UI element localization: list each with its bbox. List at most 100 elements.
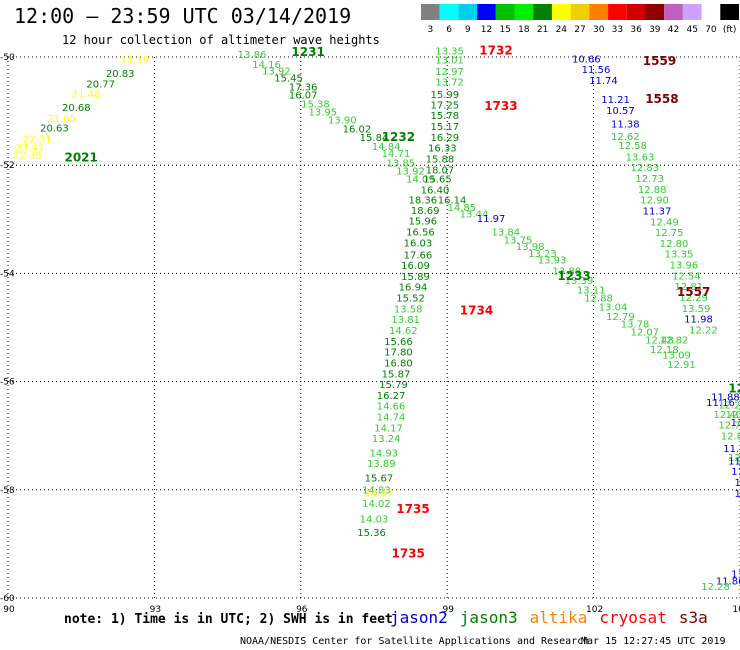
swh-value-label: 13.58 [394, 304, 423, 315]
swh-value-label: 12.88 [584, 294, 613, 305]
swh-value-label: 12.90 [640, 196, 669, 207]
colorbar-swatch [477, 4, 496, 20]
swh-value-label: 15.38 [301, 99, 330, 110]
swh-value-label: 20.77 [86, 79, 115, 90]
colorbar-tick: 27 [574, 25, 585, 34]
swh-value-label: 14.03 [360, 514, 389, 525]
swh-value-label: 15.89 [401, 272, 430, 283]
colorbar-tick: 24 [556, 25, 568, 34]
swh-value-label: 21.05 [47, 114, 76, 125]
lat-tick-label: -52 [0, 161, 15, 171]
lon-tick-label: 93 [150, 605, 161, 615]
swh-value-label: 12.75 [655, 228, 684, 239]
swh-value-label: 13.92 [396, 166, 425, 177]
swh-value-label: 16.33 [428, 144, 457, 155]
colorbar-tick: 9 [465, 25, 471, 34]
swh-value-label: 14.17 [374, 423, 403, 434]
swh-value-label: 14.57 [365, 488, 394, 499]
swh-value-label: 16.94 [399, 283, 428, 294]
swh-value-label: 11. [734, 478, 740, 489]
swh-value-label: 11.56 [582, 65, 611, 76]
swh-value-label: 15.45 [274, 73, 303, 84]
lat-tick-label: -50 [0, 53, 15, 63]
swh-value-label: 15.99 [430, 90, 459, 101]
swh-value-label: 11.86 [716, 577, 740, 588]
swh-value-label: 18.07 [426, 165, 455, 176]
swh-value-label: 12.26 [718, 401, 740, 412]
lat-tick-label: -58 [0, 486, 15, 496]
lon-tick-label: 105 [732, 605, 740, 615]
swh-value-label: 18 [739, 582, 740, 593]
colorbar-tick: 12 [481, 25, 492, 34]
swh-value-label: 13.85 [386, 158, 415, 169]
swh-value-label: 13.98 [516, 242, 545, 253]
colorbar-tick: (ft) [723, 25, 737, 34]
pass-time-label: 1557 [677, 285, 710, 299]
swh-value-label: 16.29 [430, 133, 459, 144]
swh-value-label: 11.88 [711, 393, 740, 404]
pass-time-label: 1233 [557, 269, 590, 283]
colorbar-swatch [645, 4, 665, 20]
swh-value-label: 15.88 [426, 155, 455, 166]
swh-value-label: 16.27 [377, 391, 406, 402]
swh-value-label: 13.35 [435, 46, 464, 57]
swh-value-label: 16.09 [401, 261, 430, 272]
swh-value-label: 15.78 [430, 111, 459, 122]
swh-value-label: 11.59 [723, 444, 740, 455]
swh-value-label: 15.84 [360, 133, 389, 144]
colorbar-tick: 18 [518, 25, 530, 34]
swh-value-label: 12.54 [672, 271, 701, 282]
swh-value-label: 14.85 [447, 203, 476, 214]
swh-value-label: 13.90 [328, 116, 357, 127]
swh-value-label: 12.07 [630, 328, 659, 339]
pass-time-label: 1231 [291, 45, 324, 59]
colorbar-tick: 33 [612, 25, 623, 34]
swh-value-label: 22.35 [13, 151, 42, 162]
swh-value-label: 11.4 [731, 467, 740, 478]
swh-value-label: 13.96 [670, 261, 699, 272]
swh-value-label: 11.38 [611, 119, 640, 130]
swh-value-label: 12.73 [635, 174, 664, 185]
swh-value-label: 15.65 [423, 175, 452, 186]
swh-value-label: 13.92 [262, 66, 291, 77]
colorbar-swatch [589, 4, 609, 20]
swh-value-label: 16.02 [343, 125, 372, 136]
pass-time-label: 1735 [391, 546, 424, 560]
swh-value-label: 12.22 [689, 326, 718, 337]
swh-value-label: 12.97 [435, 67, 464, 78]
swh-value-label: 20.63 [40, 124, 69, 135]
swh-value-label: 15.79 [379, 380, 408, 391]
colorbar-swatch [682, 4, 702, 20]
lat-tick-label: -54 [0, 269, 15, 279]
swh-value-label: 13.23 [528, 249, 557, 260]
legend-jason3: jason3 [459, 608, 518, 627]
legend-cryosat: cryosat [599, 608, 667, 627]
lon-tick-label: 99 [442, 605, 454, 615]
swh-value-label: 15.66 [384, 337, 413, 348]
pass-time-label: 2021 [64, 150, 97, 164]
colorbar-swatch [720, 4, 739, 20]
swh-value-label: 11.42 [728, 456, 740, 467]
swh-value-label: 22.31 [23, 135, 52, 146]
swh-value-label: 11. [734, 489, 740, 500]
colorbar-swatch [608, 4, 627, 20]
swh-value-label: 18.36 [408, 196, 437, 207]
swh-value-label: 12.52 [728, 453, 740, 464]
colorbar-swatch [514, 4, 534, 20]
colorbar-tick: 3 [427, 25, 433, 34]
lon-tick-label: 102 [586, 605, 603, 615]
legend-s3a: s3a [678, 608, 708, 627]
swh-value-label: 10.66 [572, 54, 601, 65]
pass-time-label: 1732 [479, 43, 512, 57]
swh-value-label: 16.03 [404, 238, 433, 249]
colorbar-swatch [495, 4, 515, 20]
swh-value-label: 15.96 [408, 217, 437, 228]
swh-value-label: 13.88 [552, 267, 581, 278]
generation-timestamp: Mar 15 12:27:45 UTC 2019 [581, 636, 726, 647]
swh-value-label: 13.81 [391, 315, 420, 326]
colorbar-tick: 21 [537, 25, 548, 34]
swh-value-label: 13.86 [238, 50, 267, 61]
swh-value-label: 11.16 [706, 398, 735, 409]
swh-value-label: 18.69 [411, 206, 440, 217]
